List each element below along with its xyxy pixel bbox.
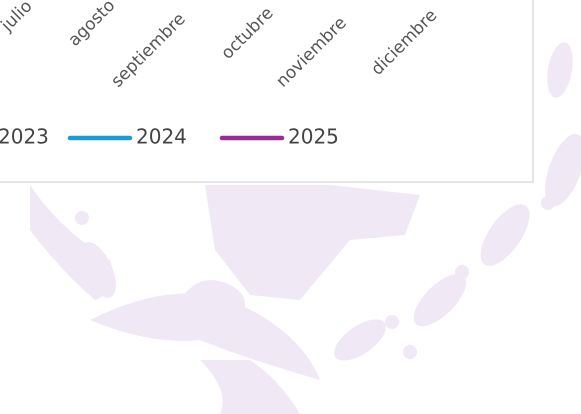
leaf — [480, 204, 530, 266]
berry — [385, 315, 399, 329]
ribbon-tail — [200, 360, 300, 414]
ribbon-left — [90, 293, 320, 380]
legend-label: 2024 — [136, 125, 187, 149]
leaf — [545, 133, 581, 207]
emblem-body — [205, 185, 350, 300]
leaf — [80, 242, 116, 298]
legend: 2023 2024 2025 — [0, 125, 339, 149]
berry — [41, 225, 55, 239]
watermark — [30, 42, 581, 414]
ribbon-knot — [180, 280, 245, 330]
emblem-wing — [330, 185, 420, 240]
leaf — [547, 42, 573, 98]
berry — [455, 265, 469, 279]
berry — [541, 196, 555, 210]
legend-label: 2023 — [0, 125, 49, 149]
leaf — [413, 273, 467, 327]
legend-label: 2025 — [288, 125, 339, 149]
berry — [75, 211, 89, 225]
chart-card — [0, 0, 534, 183]
leaf — [334, 319, 386, 361]
berry — [403, 345, 417, 359]
